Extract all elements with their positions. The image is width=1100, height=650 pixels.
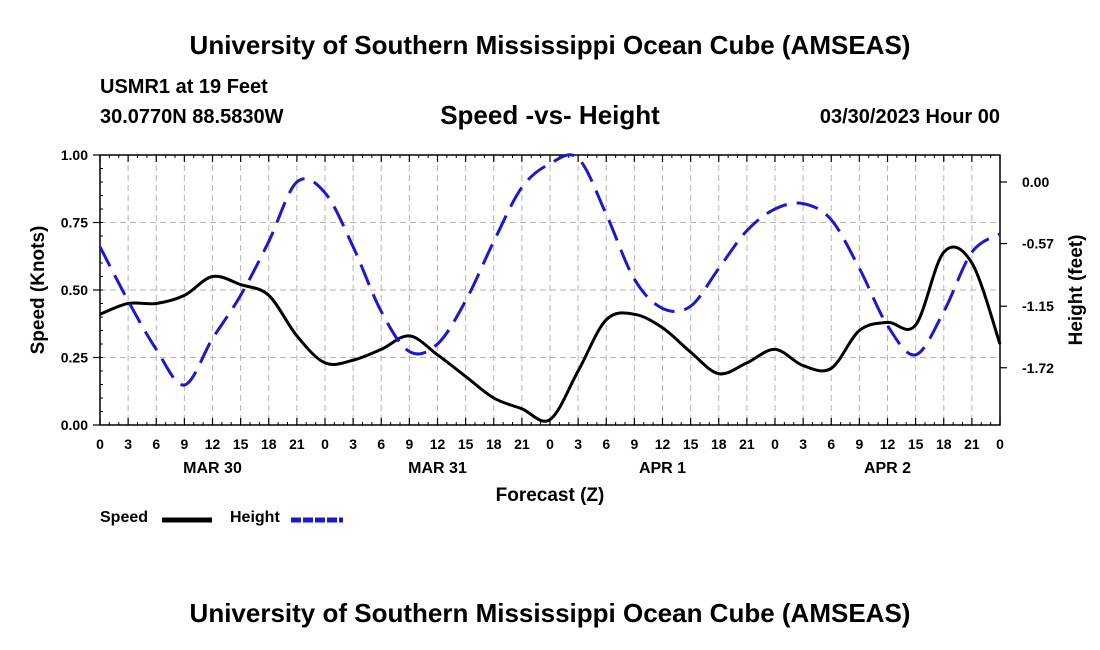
x-tick-label: 9: [855, 436, 863, 452]
x-tick-label: 18: [711, 436, 727, 452]
y-left-tick-label: 0.75: [61, 215, 88, 231]
x-tick-label: 3: [574, 436, 582, 452]
x-tick-label: 3: [799, 436, 807, 452]
x-tick-label: 21: [514, 436, 530, 452]
x-tick-label: 0: [321, 436, 329, 452]
x-date-label: APR 1: [639, 460, 686, 477]
x-tick-label: 12: [655, 436, 671, 452]
speed-series-line: [99, 245, 1002, 423]
y-right-tick-label: 0.00: [1022, 174, 1049, 190]
y-left-tick-label: 0.50: [61, 282, 88, 298]
x-tick-label: 15: [233, 436, 249, 452]
x-tick-label: 15: [458, 436, 474, 452]
x-date-label: APR 2: [864, 460, 911, 477]
footer-title: University of Southern Mississippi Ocean…: [189, 598, 911, 628]
y-left-tick-label: 0.25: [61, 350, 88, 366]
forecast-datetime: 03/30/2023 Hour 00: [819, 106, 1000, 128]
x-tick-label: 21: [964, 436, 980, 452]
x-tick-label: 0: [771, 436, 779, 452]
x-tick-label: 15: [908, 436, 924, 452]
x-tick-label: 6: [827, 436, 835, 452]
station-label: USMR1 at 19 Feet: [100, 76, 268, 98]
x-tick-label: 12: [430, 436, 446, 452]
y-right-tick-label: -1.72: [1022, 360, 1054, 376]
x-tick-label: 3: [349, 436, 357, 452]
y-right-tick-label: -1.15: [1022, 298, 1054, 314]
x-date-label: MAR 30: [183, 460, 242, 477]
x-tick-label: 12: [205, 436, 221, 452]
chart-subtitle: Speed -vs- Height: [440, 100, 660, 130]
x-tick-label: 0: [996, 436, 1004, 452]
x-tick-label: 9: [180, 436, 188, 452]
y-right-tick-label: -0.57: [1022, 236, 1054, 252]
x-tick-label: 9: [630, 436, 638, 452]
x-tick-label: 18: [936, 436, 952, 452]
x-tick-label: 9: [405, 436, 413, 452]
x-tick-label: 3: [124, 436, 132, 452]
x-tick-label: 18: [486, 436, 502, 452]
main-title: University of Southern Mississippi Ocean…: [189, 30, 911, 60]
x-axis-title: Forecast (Z): [496, 485, 605, 506]
y-left-tick-label: 1.00: [61, 147, 88, 163]
y-right-axis-title: Height (feet): [1066, 235, 1087, 346]
x-tick-label: 15: [683, 436, 699, 452]
legend-height-label: Height: [230, 509, 280, 526]
x-tick-label: 6: [377, 436, 385, 452]
y-left-tick-label: 0.00: [61, 417, 88, 433]
y-left-axis-title: Speed (Knots): [28, 226, 49, 355]
height-series-line: [98, 153, 1001, 387]
x-tick-label: 12: [880, 436, 896, 452]
x-date-label: MAR 31: [408, 460, 467, 477]
x-tick-label: 21: [289, 436, 305, 452]
x-tick-label: 6: [152, 436, 160, 452]
x-tick-label: 6: [602, 436, 610, 452]
x-tick-label: 18: [261, 436, 277, 452]
legend-speed-label: Speed: [100, 509, 149, 526]
x-tick-label: 21: [739, 436, 755, 452]
x-tick-label: 0: [96, 436, 104, 452]
x-tick-label: 0: [546, 436, 554, 452]
coordinates-label: 30.0770N 88.5830W: [100, 106, 284, 128]
